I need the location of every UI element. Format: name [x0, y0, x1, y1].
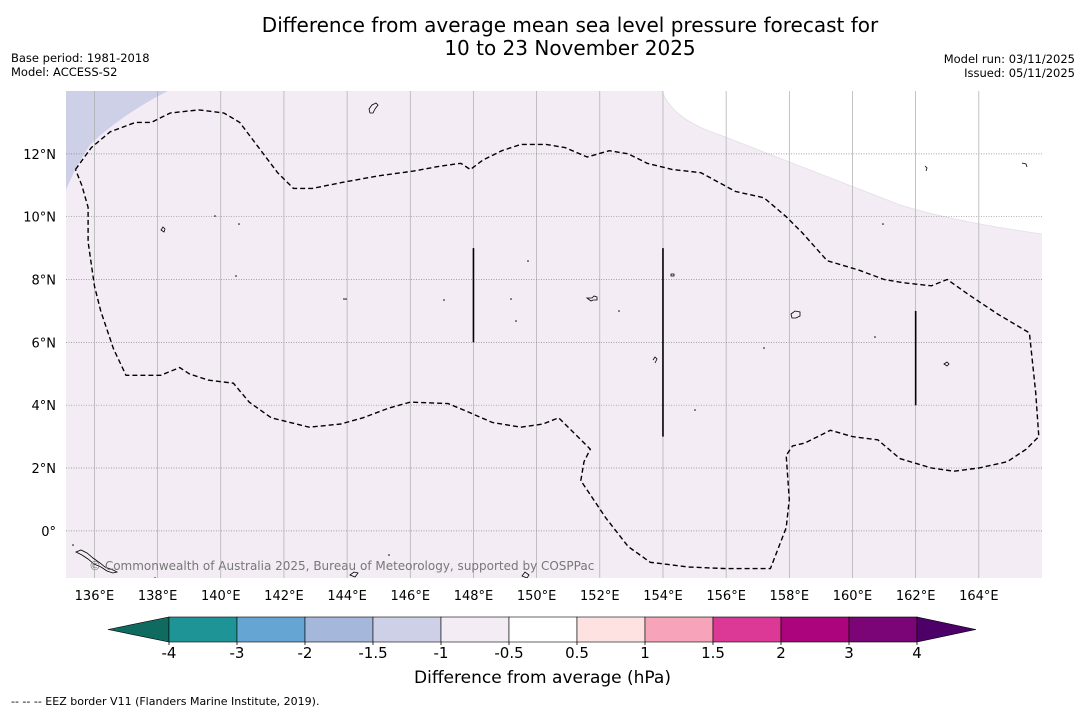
longitude-label: 138°E [138, 589, 178, 604]
chart-title: Difference from average mean sea level p… [150, 14, 990, 60]
longitude-label: 146°E [391, 589, 431, 604]
island-small-4 [349, 571, 359, 578]
model-name: Model: ACCESS-S2 [11, 65, 118, 79]
latitude-label: 8°N [32, 274, 57, 289]
latitude-label: 12°N [23, 148, 56, 163]
longitude-label: 136°E [75, 589, 115, 604]
colorbar-tick-label: -2 [298, 644, 313, 662]
island-chuuk [585, 295, 598, 302]
colorbar-segment [508, 616, 578, 643]
colorbar-under-arrow [107, 616, 170, 643]
longitude-label: 150°E [517, 589, 557, 604]
copyright-text: © Commonwealth of Australia 2025, Bureau… [89, 559, 594, 573]
longitude-label: 164°E [959, 589, 999, 604]
island-small-1 [670, 273, 675, 277]
neutral-region-edge [661, 91, 1042, 235]
colorbar-tick-label: 4 [912, 644, 922, 662]
island-pohnpei [790, 310, 801, 319]
colorbar-tick-label: 2 [776, 644, 786, 662]
colorbar-tick-label: 1 [640, 644, 650, 662]
longitude-label: 158°E [770, 589, 810, 604]
colorbar-tick-label: -1 [434, 644, 449, 662]
eez-footnote: -- -- -- EEZ border V11 (Flanders Marine… [11, 695, 320, 708]
longitude-label: 162°E [896, 589, 936, 604]
colorbar-tick-label: -0.5 [494, 644, 523, 662]
island-small-2 [652, 356, 658, 364]
atolls [72, 215, 884, 578]
longitude-label: 140°E [201, 589, 241, 604]
longitude-label: 154°E [643, 589, 683, 604]
model-run: Model run: 03/11/2025 [943, 52, 1075, 66]
latitude-label: 2°N [32, 462, 57, 477]
longitude-label: 142°E [264, 589, 304, 604]
latitude-label: 0° [41, 525, 56, 540]
island-kosrae [943, 361, 950, 367]
island-new-guinea-north [75, 549, 119, 574]
longitude-label: 144°E [327, 589, 367, 604]
eez-boundary [74, 109, 1040, 570]
island-small-6 [1021, 162, 1028, 168]
map-plot-area: © Commonwealth of Australia 2025, Bureau… [66, 91, 1042, 578]
issued-date: Issued: 05/11/2025 [964, 66, 1075, 80]
colorbar-segment [372, 616, 442, 643]
colorbar-tick-label: 1.5 [701, 644, 725, 662]
colorbar-segment [576, 616, 646, 643]
longitude-label: 160°E [833, 589, 873, 604]
latitude-labels: 12°N 10°N 8°N 6°N 4°N 2°N 0° [23, 148, 56, 540]
colorbar-over-arrow [916, 616, 977, 643]
longitude-label: 148°E [454, 589, 494, 604]
latitude-label: 6°N [32, 336, 57, 351]
latitude-label: 10°N [23, 211, 56, 226]
colorbar-segment [644, 616, 714, 643]
colorbar-tick-label: -3 [230, 644, 245, 662]
longitude-label: 156°E [706, 589, 746, 604]
colorbar-segment [168, 616, 238, 643]
neutral-region-northeast [662, 91, 1042, 234]
colorbar-segment [440, 616, 510, 643]
island-small-3 [521, 571, 530, 578]
colorbar-tick-label: 0.5 [565, 644, 589, 662]
longitude-labels: 136°E 138°E 140°E 142°E 144°E 146°E 148°E 150°E… [75, 589, 999, 604]
base-period: Base period: 1981-2018 [11, 51, 150, 65]
colorbar-segment [780, 616, 850, 643]
title-line-1: Difference from average mean sea level p… [261, 13, 879, 37]
colorbar-segment [236, 616, 306, 643]
colorbar: -4 -3 -2 -1.5 -1 -0.5 0.5 1 1.5 2 3 4 [107, 616, 977, 662]
colorbar-title: Difference from average (hPa) [414, 668, 671, 688]
colorbar-tick-label: -4 [162, 644, 177, 662]
island-guam [368, 102, 379, 114]
colorbar-tick-label: -1.5 [358, 644, 387, 662]
meta-right: Model run: 03/11/2025 Issued: 05/11/2025 [944, 52, 1075, 80]
longitude-label: 152°E [580, 589, 620, 604]
island-small-5 [924, 165, 928, 172]
colorbar-segment [304, 616, 374, 643]
meta-left: Base period: 1981-2018 Model: ACCESS-S2 [11, 51, 150, 79]
colorbar-segment [848, 616, 918, 643]
colorbar-tick-label: 3 [844, 644, 854, 662]
islands [75, 102, 1028, 578]
island-yap [160, 226, 166, 233]
eez-boundary-segments [472, 248, 917, 437]
latitude-label: 4°N [32, 399, 57, 414]
colorbar-segment [712, 616, 782, 643]
negative-anomaly-region-northwest [66, 91, 168, 190]
title-line-2: 10 to 23 November 2025 [444, 36, 696, 60]
